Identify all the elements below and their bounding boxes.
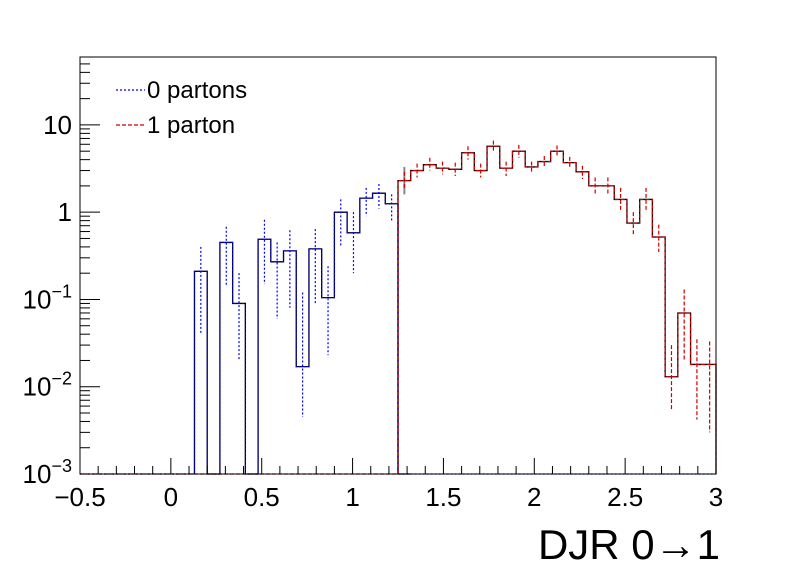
x-tick-label: 2.5: [607, 482, 643, 512]
x-tick-label: 0.5: [244, 482, 280, 512]
legend: 0 partons 1 parton: [116, 77, 247, 139]
y-tick-label: 10: [43, 110, 72, 140]
plot-data-layer: [80, 140, 717, 475]
plot-frame: [79, 56, 717, 475]
x-axis-title: DJR 0→1: [538, 521, 720, 568]
axes-layer: −0.5 0 0.5 1 1.5 2 2.5 3 10−3 10−2 10−1 1 10: [23, 56, 723, 512]
y-tick-label: 1: [58, 197, 72, 227]
x-tick-label: 3: [709, 482, 723, 512]
x-tick-label: 1: [345, 482, 359, 512]
x-tick-label: 1.5: [425, 482, 461, 512]
legend-label-1: 1 parton: [147, 112, 235, 139]
x-tick-label: 0: [164, 482, 178, 512]
x-tick-label: −0.5: [54, 482, 105, 512]
y-tick-label: 10−2: [23, 369, 72, 402]
series-1-histogram: [80, 145, 717, 475]
legend-label-0: 0 partons: [147, 77, 247, 104]
y-tick-label: 10−3: [23, 456, 72, 489]
x-tick-label: 2: [527, 482, 541, 512]
y-tick-label: 10−1: [23, 281, 72, 314]
series-0-histogram: [80, 192, 716, 475]
